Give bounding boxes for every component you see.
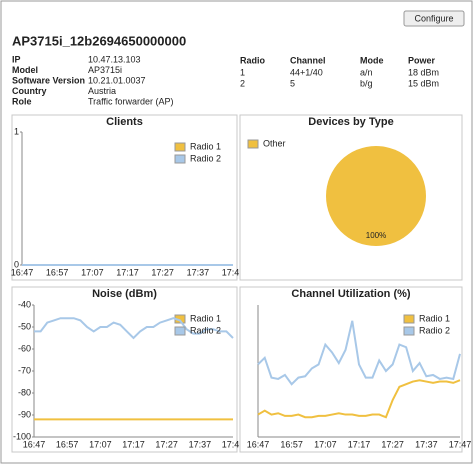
chart-title: Devices by Type	[308, 116, 393, 128]
x-tick-label: 16:57	[46, 267, 69, 277]
legend-label: Radio 2	[419, 325, 450, 335]
chart-panel	[11, 114, 238, 281]
x-tick-label: 17:07	[314, 439, 337, 449]
x-tick-label: 17:07	[81, 267, 104, 277]
pie-slice	[326, 146, 426, 246]
radio-cell: 1	[240, 67, 245, 77]
x-tick-label: 17:27	[151, 267, 174, 277]
y-tick-label: -40	[18, 299, 31, 309]
series-line	[257, 379, 461, 419]
configure-label[interactable]: Configure	[414, 13, 453, 23]
x-tick-label: 16:47	[11, 267, 34, 277]
configure-button[interactable]	[403, 10, 465, 27]
y-tick-label: -100	[13, 431, 31, 441]
info-label: Role	[12, 96, 32, 106]
x-tick-label: 17:47	[222, 439, 245, 449]
info-value: 10.47.13.103	[88, 54, 141, 64]
x-tick-label: 17:17	[122, 439, 145, 449]
legend-label: Radio 2	[190, 325, 221, 335]
chart-title: Channel Utilization (%)	[291, 288, 411, 300]
x-tick-label: 17:47	[222, 267, 245, 277]
y-tick-label: -80	[18, 387, 31, 397]
radio-cell: 44+1/40	[290, 67, 323, 77]
radio-cell: b/g	[360, 78, 373, 88]
chart-title: Noise (dBm)	[92, 288, 157, 300]
legend-swatch	[247, 139, 259, 149]
radio-header: Power	[408, 55, 436, 65]
chart-panel	[239, 286, 463, 453]
radio-cell: 18 dBm	[408, 67, 439, 77]
series-line	[257, 320, 461, 386]
legend-swatch	[174, 326, 186, 336]
x-tick-label: 16:57	[56, 439, 79, 449]
radio-cell: a/n	[360, 67, 373, 77]
info-label: Country	[12, 86, 47, 96]
legend-swatch	[174, 154, 186, 164]
y-tick-label: -70	[18, 365, 31, 375]
chart-title: Clients	[106, 116, 143, 128]
pie-label: 100%	[366, 231, 386, 240]
x-tick-label: 17:07	[89, 439, 112, 449]
x-tick-label: 16:47	[23, 439, 46, 449]
radio-cell: 5	[290, 78, 295, 88]
radio-header: Channel	[290, 55, 326, 65]
x-tick-label: 17:37	[415, 439, 438, 449]
x-tick-label: 17:27	[155, 439, 178, 449]
radio-header: Radio	[240, 55, 266, 65]
legend-label: Radio 1	[419, 313, 450, 323]
x-tick-label: 17:37	[187, 267, 210, 277]
x-tick-label: 17:47	[449, 439, 472, 449]
series-line	[34, 317, 234, 340]
chart-panel	[11, 286, 238, 453]
info-label: IP	[12, 54, 21, 64]
x-tick-label: 17:27	[381, 439, 404, 449]
radio-cell: 15 dBm	[408, 78, 439, 88]
info-value: AP3715i	[88, 65, 122, 75]
x-tick-label: 17:17	[348, 439, 371, 449]
x-tick-label: 17:37	[189, 439, 212, 449]
y-tick-label: -50	[18, 321, 31, 331]
radio-cell: 2	[240, 78, 245, 88]
info-value: Austria	[88, 86, 116, 96]
legend-swatch	[174, 142, 186, 152]
radio-header: Mode	[360, 55, 384, 65]
y-tick-label: 1	[14, 126, 19, 136]
y-tick-label: 0	[14, 259, 19, 269]
legend-label: Radio 2	[190, 153, 221, 163]
info-label: Model	[12, 65, 38, 75]
x-tick-label: 17:17	[116, 267, 139, 277]
ap-title: AP3715i_12b2694650000000	[12, 33, 186, 48]
legend-swatch	[403, 314, 415, 324]
info-value: Traffic forwarder (AP)	[88, 96, 174, 106]
legend-swatch	[403, 326, 415, 336]
x-tick-label: 16:47	[247, 439, 270, 449]
x-tick-label: 16:57	[280, 439, 303, 449]
y-tick-label: -60	[18, 343, 31, 353]
legend-label: Radio 1	[190, 313, 221, 323]
y-tick-label: -90	[18, 409, 31, 419]
legend-label: Other	[263, 138, 286, 148]
info-label: Software Version	[12, 75, 85, 85]
info-value: 10.21.01.0037	[88, 75, 146, 85]
legend-label: Radio 1	[190, 141, 221, 151]
